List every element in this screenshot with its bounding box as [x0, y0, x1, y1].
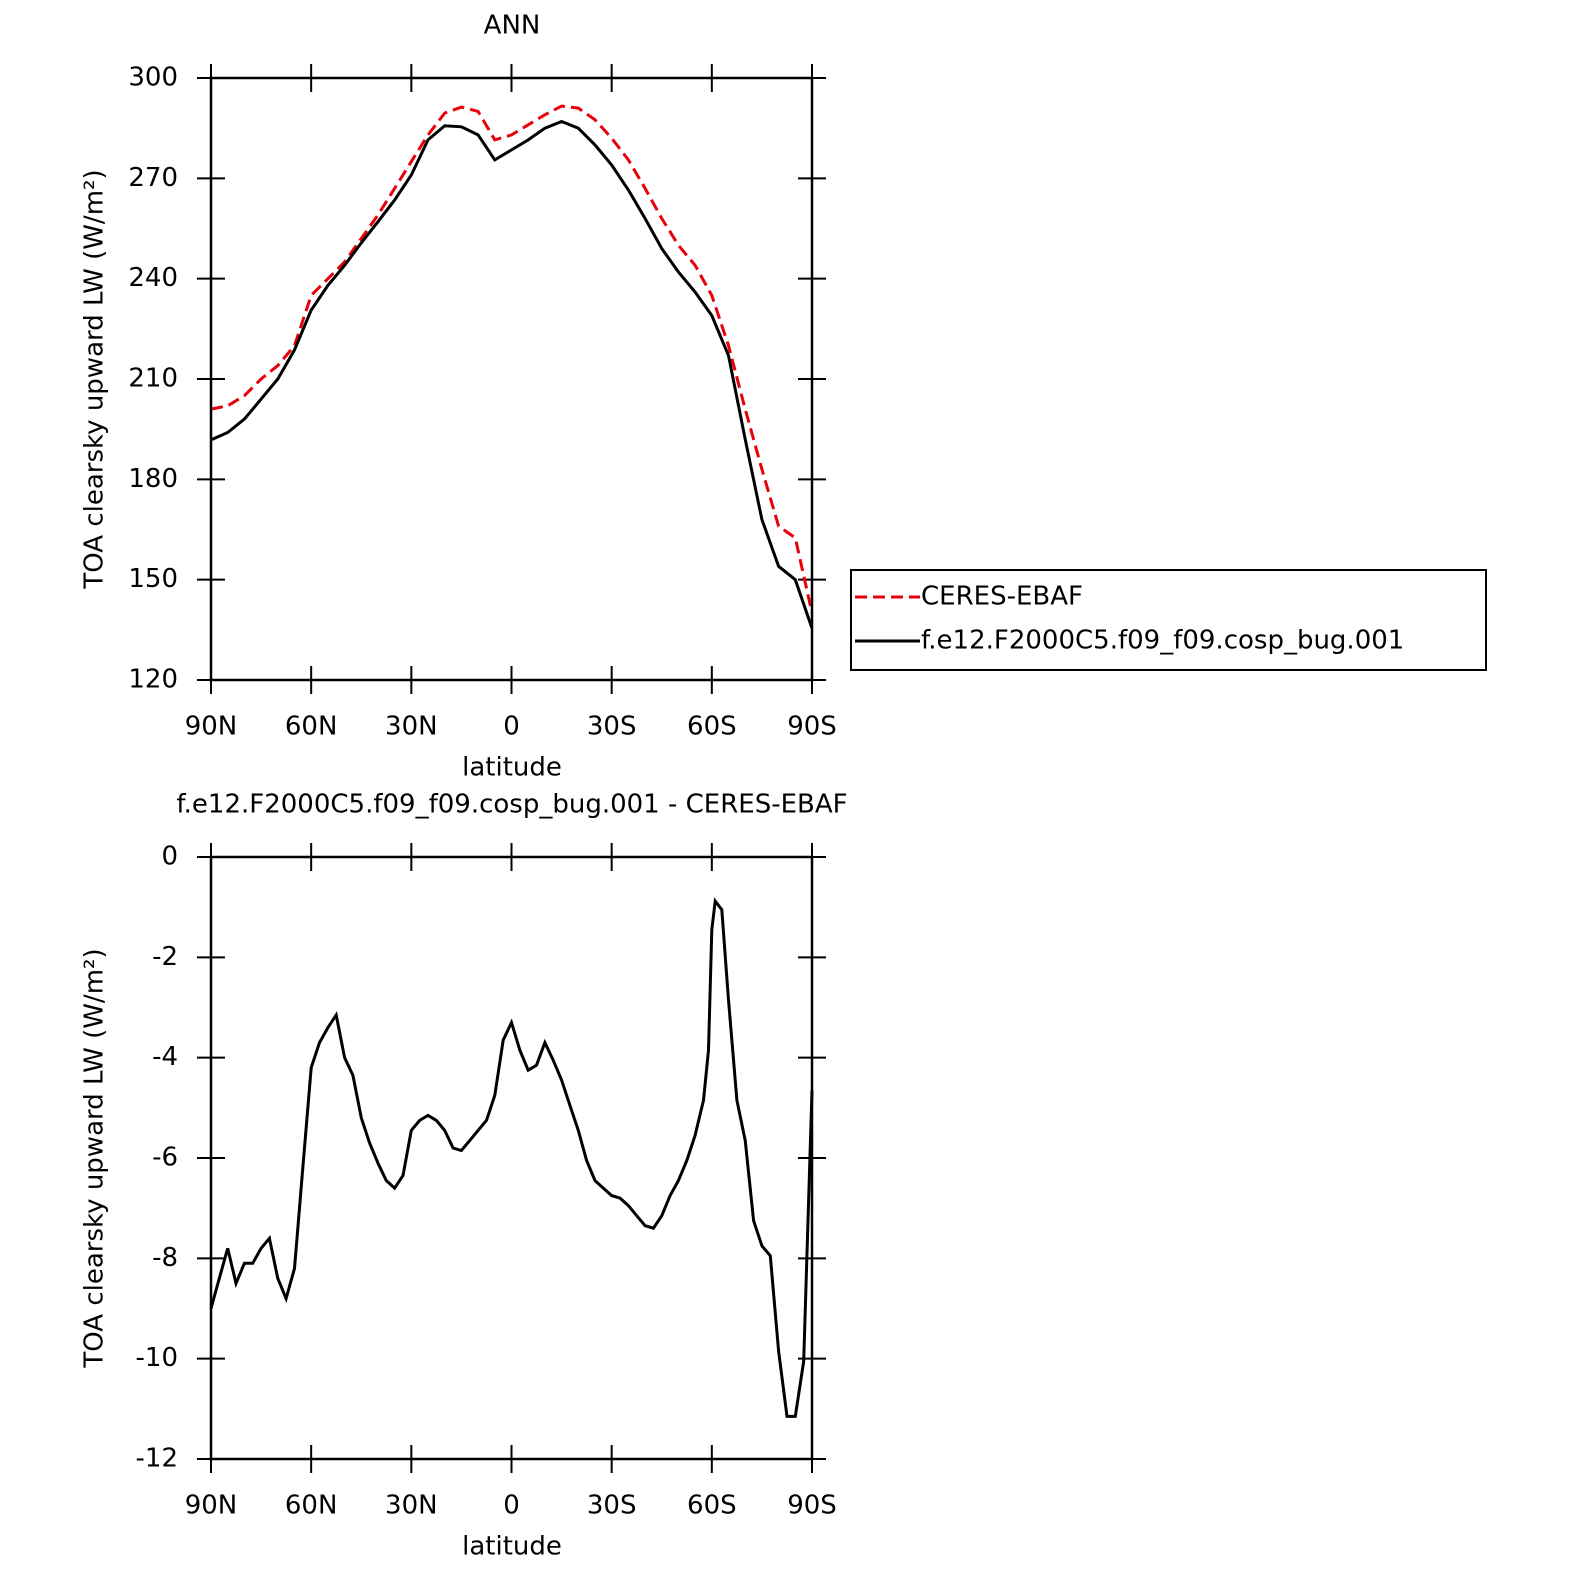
x-tick-label: 0 — [503, 712, 520, 742]
y-tick-label: -10 — [136, 1343, 178, 1373]
y-tick-label: -12 — [136, 1444, 178, 1474]
y-tick-label: 150 — [128, 564, 178, 594]
x-tick-label: 30S — [587, 1491, 637, 1521]
y-axis-label: TOA clearsky upward LW (W/m²) — [80, 948, 110, 1368]
x-tick-label: 60N — [285, 712, 338, 742]
data-line — [209, 897, 814, 1418]
x-tick-label: 30S — [587, 712, 637, 742]
x-axis-label: latitude — [462, 1532, 562, 1562]
x-tick-label: 60S — [687, 1491, 737, 1521]
x-tick-label: 30N — [385, 712, 438, 742]
x-tick-label: 60S — [687, 712, 737, 742]
x-tick-label: 90S — [787, 1491, 837, 1521]
y-tick-label: 240 — [128, 263, 178, 293]
legend-box — [850, 569, 1487, 671]
legend-label: f.e12.F2000C5.f09_f09.cosp_bug.001 — [921, 626, 1404, 656]
y-tick-label: 0 — [161, 842, 178, 872]
y-tick-label: -6 — [152, 1143, 178, 1173]
y-tick-label: 210 — [128, 364, 178, 394]
y-tick-label: -2 — [152, 942, 178, 972]
y-tick-label: 270 — [128, 163, 178, 193]
x-tick-label: 60N — [285, 1491, 338, 1521]
legend-label: CERES-EBAF — [921, 582, 1083, 612]
y-tick-label: 120 — [128, 665, 178, 695]
y-axis-label: TOA clearsky upward LW (W/m²) — [80, 169, 110, 589]
plot-frame — [209, 855, 814, 1461]
x-tick-label: 90N — [185, 712, 238, 742]
data-line — [210, 119, 814, 629]
plot-frame — [209, 76, 814, 682]
x-tick-label: 0 — [503, 1491, 520, 1521]
chart-title: f.e12.F2000C5.f09_f09.cosp_bug.001 - CER… — [176, 790, 847, 820]
x-tick-label: 90S — [787, 712, 837, 742]
x-axis-label: latitude — [462, 753, 562, 783]
y-tick-label: 180 — [128, 464, 178, 494]
data-line — [210, 104, 814, 614]
y-tick-label: -4 — [152, 1042, 178, 1072]
y-tick-label: 300 — [128, 63, 178, 93]
x-tick-label: 90N — [185, 1491, 238, 1521]
y-tick-label: -8 — [152, 1243, 178, 1273]
chart-title: ANN — [484, 11, 541, 41]
x-tick-label: 30N — [385, 1491, 438, 1521]
